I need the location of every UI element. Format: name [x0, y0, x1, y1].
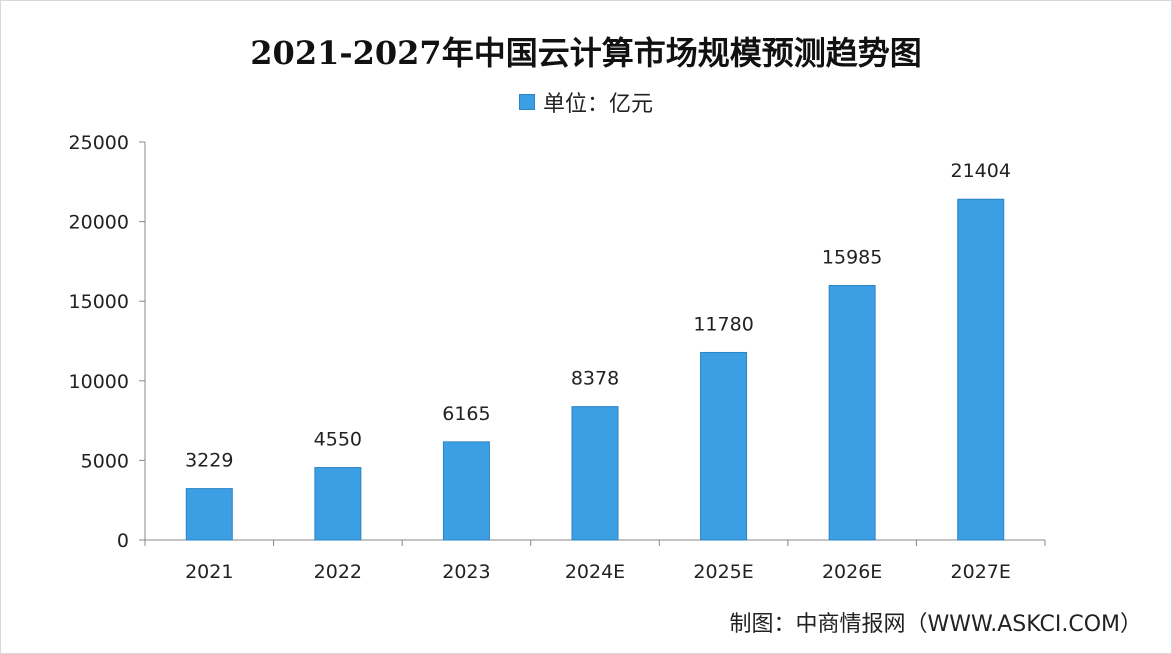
- data-label: 15985: [822, 247, 882, 269]
- y-tick-label: 20000: [69, 212, 129, 234]
- x-tick-label: 2025E: [693, 561, 753, 583]
- y-tick-label: 10000: [69, 371, 129, 393]
- bar: [571, 406, 619, 541]
- data-label: 11780: [693, 313, 753, 335]
- data-label: 3229: [185, 450, 233, 472]
- chart-title: 2021-2027年中国云计算市场规模预测趋势图: [250, 34, 922, 72]
- bar: [314, 467, 362, 541]
- legend-label: 单位：亿元: [542, 92, 653, 117]
- data-label: 21404: [950, 160, 1010, 182]
- x-tick-label: 2026E: [822, 561, 882, 583]
- x-tick-label: 2022: [314, 561, 362, 583]
- y-tick-label: 0: [117, 530, 129, 552]
- y-tick-label: 15000: [69, 291, 129, 313]
- data-label: 4550: [314, 429, 362, 451]
- bar: [957, 198, 1005, 541]
- legend-swatch: [518, 94, 535, 110]
- bar: [185, 488, 233, 541]
- data-label: 6165: [442, 403, 490, 425]
- data-label: 8378: [571, 368, 619, 390]
- y-tick-label: 5000: [81, 450, 129, 472]
- bar: [828, 285, 876, 541]
- bar: [700, 351, 748, 541]
- legend: 单位：亿元: [0, 86, 1172, 118]
- y-tick-label: 25000: [69, 132, 129, 154]
- x-tick-label: 2023: [442, 561, 490, 583]
- x-tick-label: 2027E: [951, 561, 1011, 583]
- bar: [442, 441, 490, 541]
- x-tick-label: 2021: [185, 561, 233, 583]
- x-tick-label: 2024E: [565, 561, 625, 583]
- source-credit: 制图：中商情报网（WWW.ASKCI.COM）: [729, 612, 1142, 637]
